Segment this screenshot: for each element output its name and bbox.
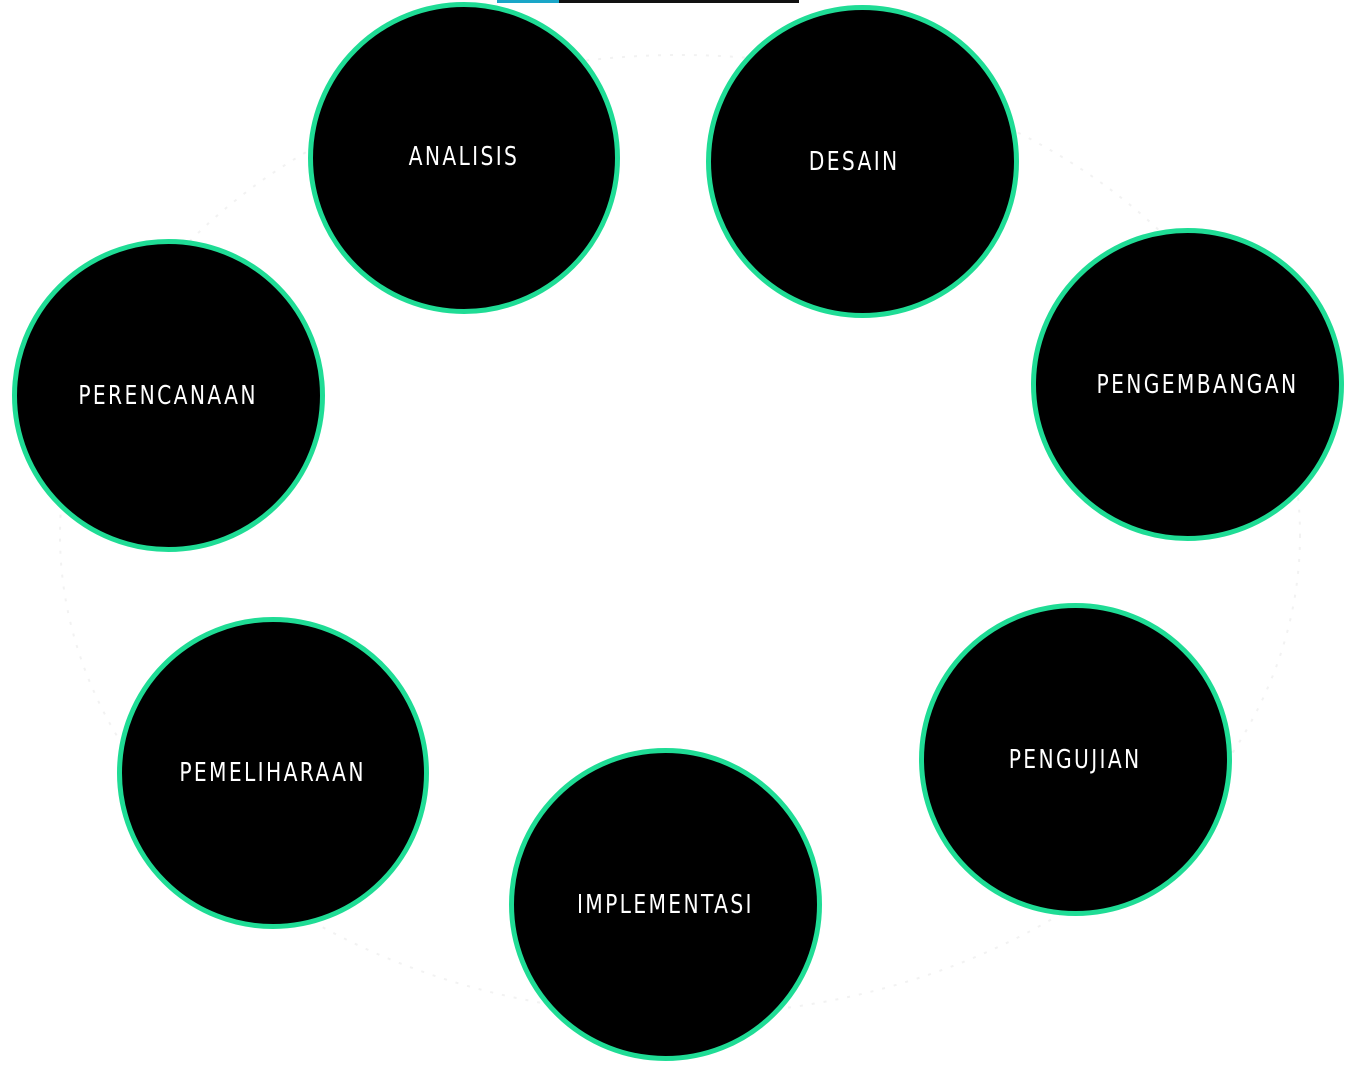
stage-label-implementasi: IMPLEMENTASI: [577, 889, 754, 920]
stage-label-analisis: ANALISIS: [408, 142, 520, 172]
stage-node-pengujian: PENGUJIAN: [919, 603, 1232, 916]
stage-label-pengembangan: PENGEMBANGAN: [1096, 369, 1299, 400]
stage-node-implementasi: IMPLEMENTASI: [509, 748, 822, 1061]
top-divider-accent: [497, 0, 559, 3]
stage-label-pemeliharaan: PEMELIHARAAN: [179, 758, 367, 788]
stage-label-perencanaan: PERENCANAAN: [78, 380, 259, 411]
stage-label-pengujian: PENGUJIAN: [1009, 744, 1142, 775]
stage-label-desain: DESAIN: [809, 146, 900, 177]
stage-node-desain: DESAIN: [706, 5, 1019, 318]
top-divider: [497, 0, 799, 3]
stage-node-pemeliharaan: PEMELIHARAAN: [117, 617, 429, 929]
stage-node-analisis: ANALISIS: [308, 2, 620, 314]
stage-node-perencanaan: PERENCANAAN: [12, 239, 325, 552]
stage-node-pengembangan: PENGEMBANGAN: [1031, 228, 1344, 541]
